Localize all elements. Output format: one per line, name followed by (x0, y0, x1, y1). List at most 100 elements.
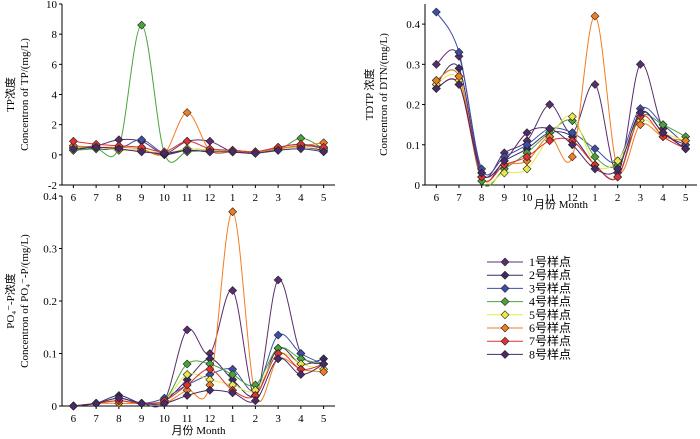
x-tick-label: 12 (567, 192, 578, 204)
x-axis-label: 月份 Month (171, 424, 226, 437)
data-point-6 (567, 152, 577, 162)
legend-marker-3 (500, 283, 510, 293)
data-point-8 (431, 84, 441, 93)
x-tick-label: 11 (182, 413, 193, 425)
x-tick-label: 3 (638, 192, 644, 204)
data-point-1 (182, 325, 192, 335)
y-tick-label: 0.1 (406, 140, 420, 152)
legend-marker-1 (500, 257, 510, 267)
y-tick-label: 2 (52, 120, 58, 132)
data-point-6 (319, 367, 329, 377)
data-point-8 (658, 128, 668, 138)
data-point-5 (182, 370, 192, 379)
x-tick-label: 12 (204, 192, 215, 204)
data-point-8 (319, 359, 329, 369)
series-line-6 (436, 15, 686, 183)
x-tick-label: 8 (479, 192, 485, 204)
data-point-8 (590, 164, 600, 174)
x-tick-label: 5 (683, 192, 689, 204)
x-tick-label: 4 (660, 192, 666, 204)
data-point-4 (228, 370, 238, 379)
series-line-1 (73, 279, 324, 408)
data-point-5 (522, 164, 532, 174)
x-tick-label: 11 (544, 192, 555, 204)
data-point-8 (635, 108, 645, 118)
x-tick-label: 4 (298, 192, 304, 204)
x-tick-label: 7 (93, 413, 99, 425)
legend-marker-2 (500, 270, 510, 280)
y-axis-label-en: Concentron of PO₄⁻-P/(mg/L) (19, 234, 31, 368)
data-point-1 (205, 136, 215, 146)
data-point-1 (635, 59, 645, 69)
data-point-8 (114, 144, 124, 154)
data-point-1 (431, 59, 441, 69)
y-axis-label-cn: TP浓度 (3, 77, 17, 112)
legend-label-6: 6号样点 (529, 320, 571, 335)
series-line-8 (436, 78, 686, 178)
y-tick-label: 8 (52, 29, 58, 41)
data-point-7 (545, 136, 555, 146)
data-point-8 (477, 168, 487, 178)
data-point-3 (431, 7, 441, 17)
data-point-6 (590, 11, 600, 21)
data-point-8 (182, 391, 192, 400)
data-point-4 (182, 359, 192, 369)
legend-marker-5 (500, 310, 510, 320)
data-point-8 (159, 398, 169, 408)
series-line-7 (436, 78, 686, 182)
data-point-1 (545, 100, 555, 109)
series-line-8 (73, 357, 324, 407)
y-axis-label-cn: TDTP 浓度 (362, 69, 376, 121)
y-tick-label: 0.4 (406, 19, 420, 31)
x-tick-label: 12 (204, 413, 215, 425)
data-point-7 (205, 364, 215, 374)
x-tick-label: 4 (298, 413, 304, 425)
data-point-8 (68, 144, 78, 154)
data-point-8 (91, 142, 101, 152)
x-tick-label: 9 (139, 192, 145, 204)
data-point-8 (613, 164, 623, 174)
series-line-3 (73, 333, 324, 407)
data-point-8 (454, 80, 464, 89)
x-tick-label: 10 (159, 192, 171, 204)
x-tick-label: 5 (321, 192, 327, 204)
y-tick-label: 0.2 (406, 100, 420, 112)
data-point-8 (159, 148, 169, 158)
data-point-6 (635, 120, 645, 130)
data-point-8 (319, 147, 329, 157)
legend-label-7: 7号样点 (529, 333, 571, 348)
x-tick-label: 9 (139, 413, 145, 425)
data-point-8 (205, 385, 215, 395)
data-point-5 (567, 112, 577, 122)
data-point-8 (137, 147, 147, 157)
x-tick-label: 5 (321, 413, 327, 425)
y-axis-label-en: Concentron of DTN/(mg/L) (378, 33, 390, 156)
data-point-8 (137, 398, 147, 408)
data-point-6 (182, 108, 192, 118)
x-tick-label: 11 (182, 192, 193, 204)
x-tick-label: 2 (253, 192, 259, 204)
x-tick-label: 6 (434, 192, 440, 204)
legend-label-4: 4号样点 (529, 294, 571, 309)
y-tick-label: 0 (52, 401, 58, 413)
y-tick-label: 10 (46, 0, 58, 11)
legend-label-8: 8号样点 (529, 346, 571, 361)
data-point-7 (613, 172, 623, 182)
data-point-5 (499, 168, 509, 178)
x-tick-label: 10 (522, 192, 534, 204)
series-line-6 (73, 211, 324, 407)
series-line-4 (436, 69, 686, 187)
y-tick-label: 0.1 (43, 349, 57, 361)
data-point-8 (228, 147, 238, 157)
x-axis-label: 月份 Month (534, 198, 589, 211)
y-axis-label-cn: PO₄⁻-P浓度 (3, 273, 17, 328)
legend-label-5: 5号样点 (529, 307, 571, 322)
y-axis-label-en: Concentron of TP/(mg/L) (19, 38, 31, 151)
y-tick-label: 6 (52, 59, 58, 71)
data-point-1 (228, 286, 238, 295)
y-tick-label: 4 (52, 90, 58, 102)
data-point-8 (250, 148, 260, 158)
